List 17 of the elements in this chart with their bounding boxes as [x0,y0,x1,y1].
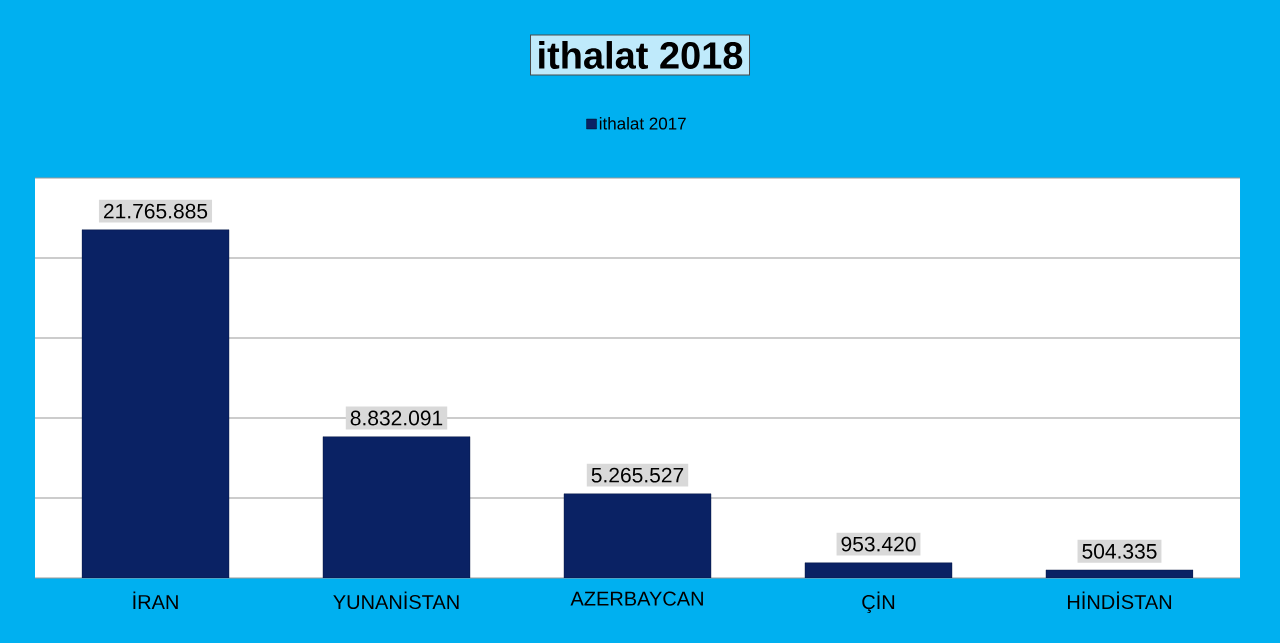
x-tick-label: AZERBAYCAN [570,591,703,606]
x-tick-label: ÇİN [862,591,895,614]
data-label: 5.265.527 [591,467,684,483]
data-label: 953.420 [841,536,916,552]
data-label: 8.832.091 [350,410,443,426]
data-label: 21.765.885 [104,203,208,219]
chart-title: ithalat 2018 [539,41,743,69]
legend-label: ithalat 2017 [599,117,686,130]
x-tick-label: YUNANİSTAN [333,591,459,610]
x-tick-label: HİNDİSTAN [1068,591,1172,610]
bar [322,436,471,578]
bar [1045,569,1194,578]
bar [81,229,230,578]
data-label: 504.335 [1082,543,1157,559]
bar [804,562,953,578]
bar [563,493,712,578]
x-tick-label: İRAN [133,591,178,609]
